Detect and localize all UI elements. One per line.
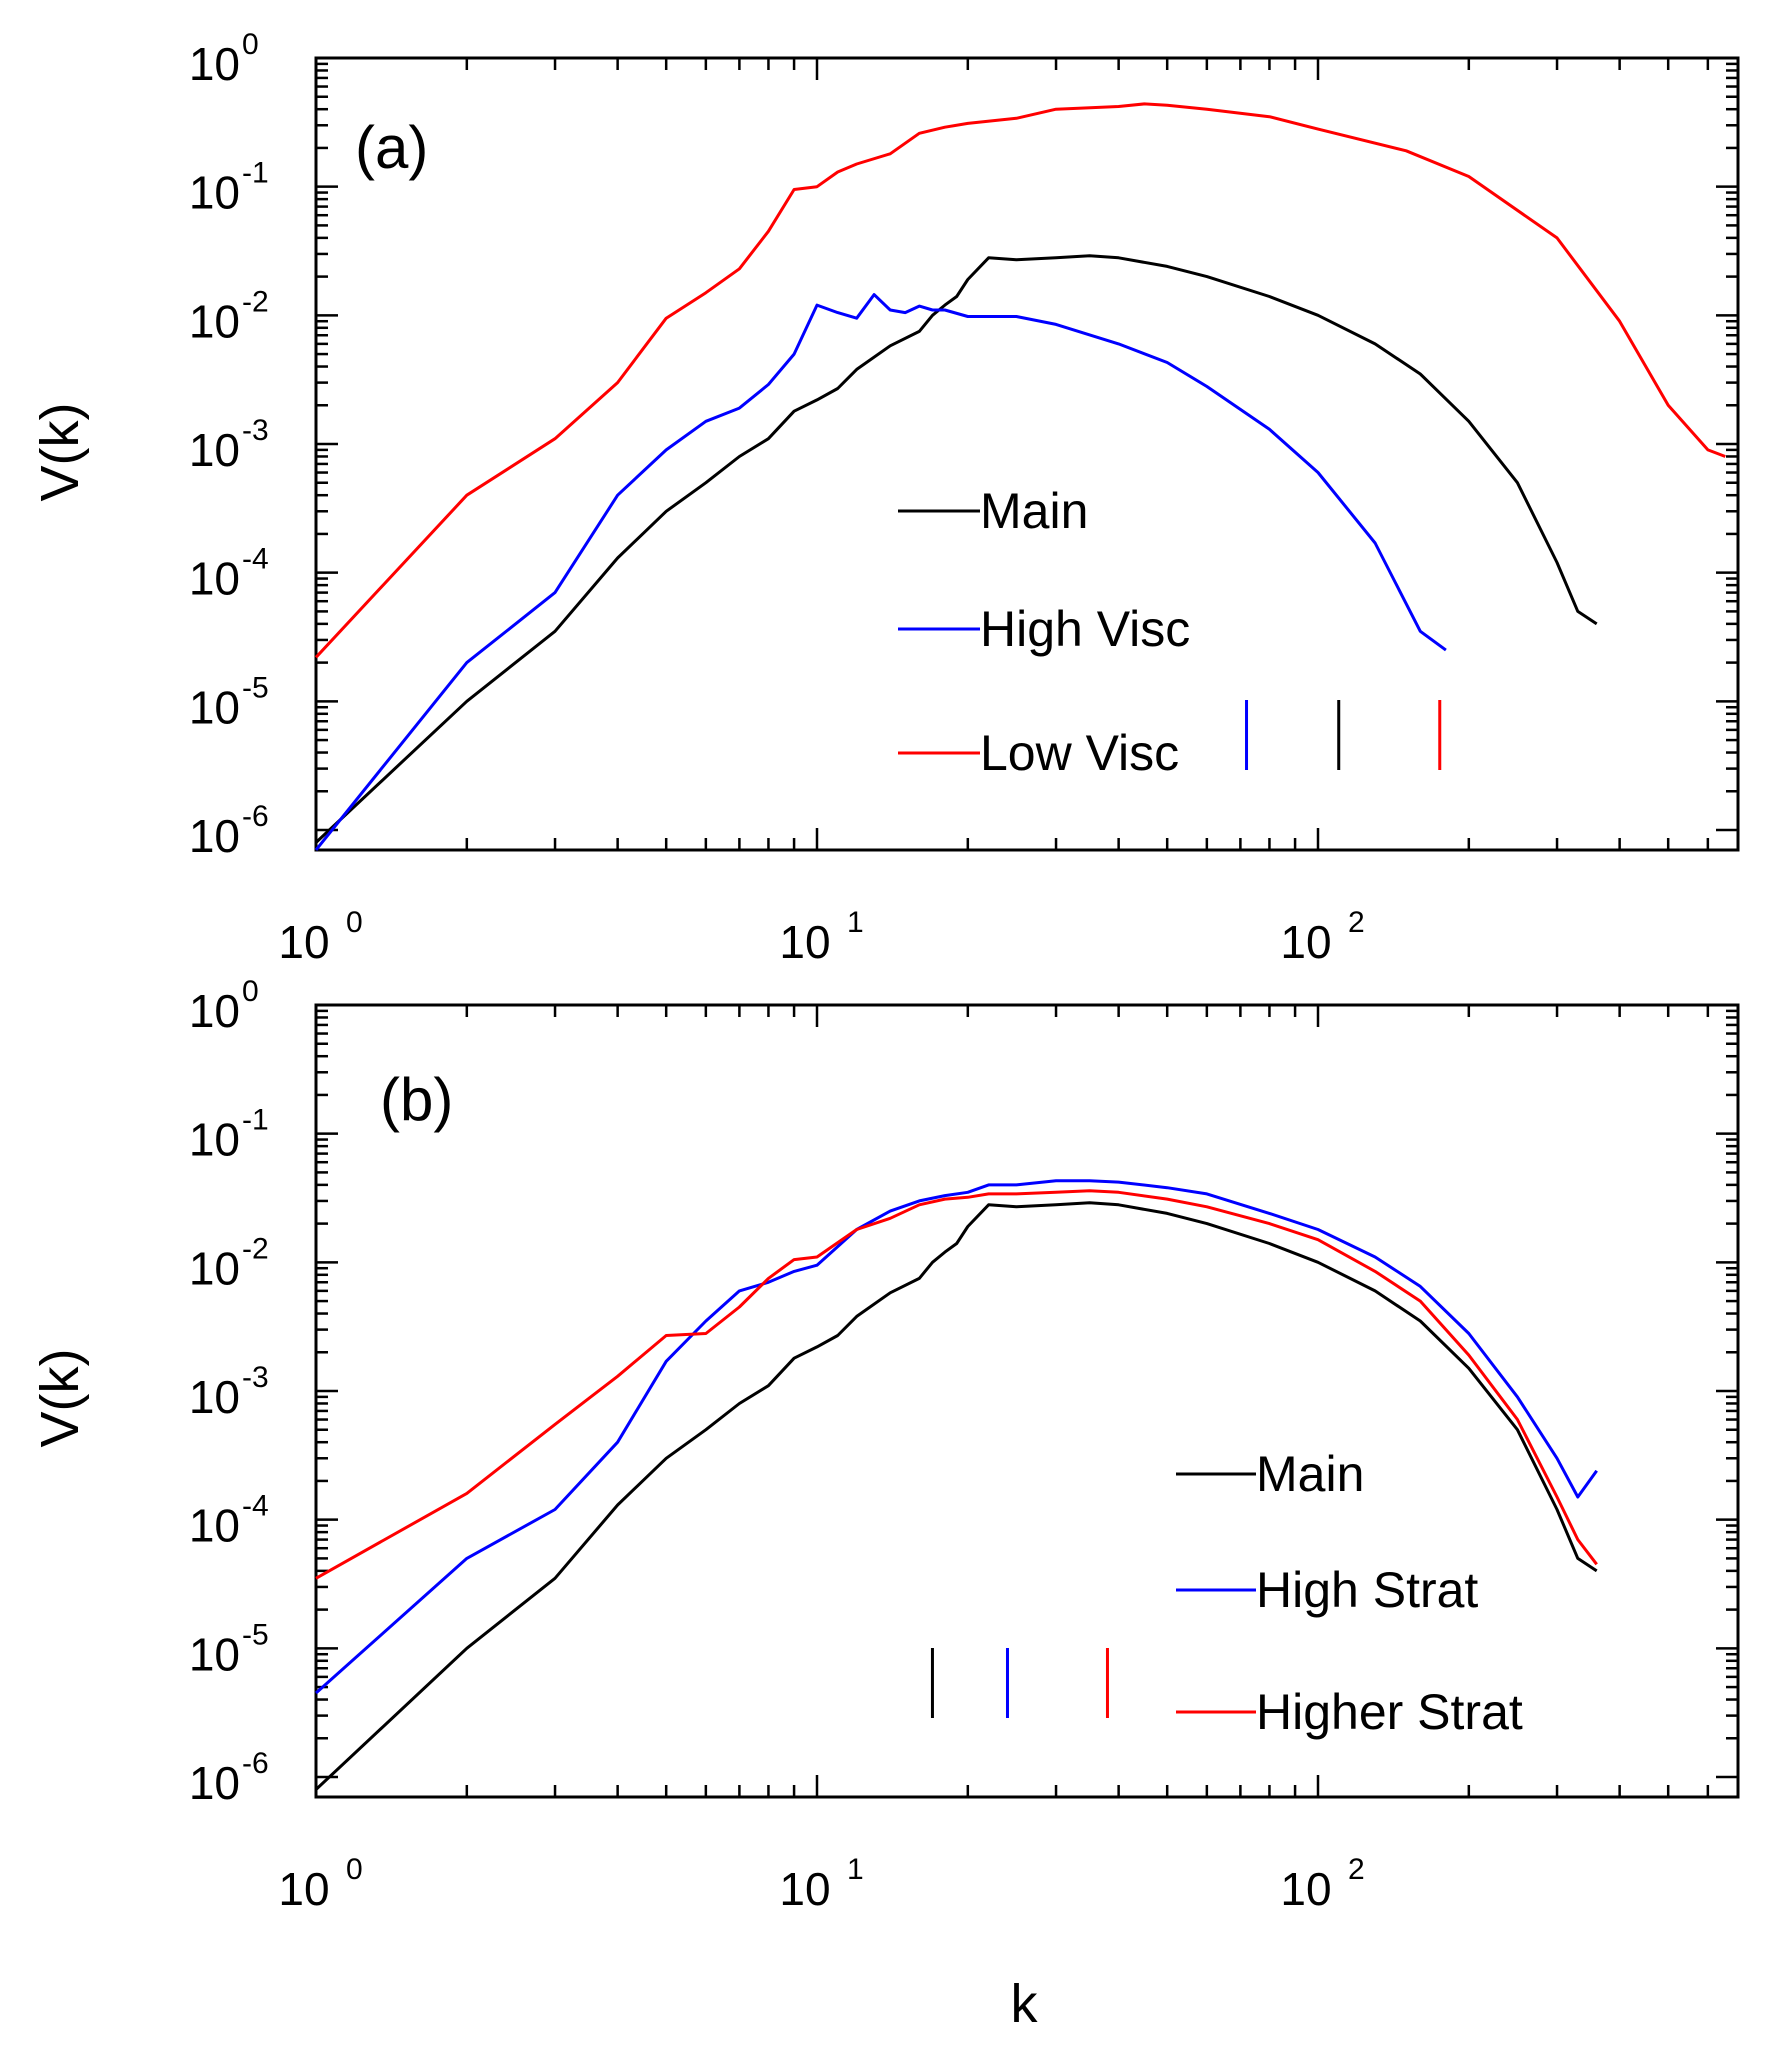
series-line-b-higher-strat (315, 1189, 1598, 1580)
panel-b-ylabel: V(k) (30, 1349, 90, 1448)
y-tick-label-a-3: 10 (189, 424, 240, 476)
legend-main-label-b: Main (1256, 1446, 1364, 1502)
y-tick-label-b-3: 10 (189, 1371, 240, 1423)
y-tick-exp-a-5: -5 (242, 671, 269, 704)
x-tick-label-a-2: 10 (1280, 916, 1331, 968)
y-tick-label-b-4: 10 (189, 1500, 240, 1552)
y-tick-exp-a-6: -6 (242, 800, 269, 833)
y-tick-exp-a-2: -2 (242, 285, 269, 318)
y-tick-exp-b-2: -2 (242, 1232, 269, 1265)
y-tick-exp-a-0: 0 (242, 28, 259, 61)
x-axis-title: k (1011, 1974, 1039, 2034)
panel-a-legend: Main High Visc Low Visc (898, 483, 1190, 781)
x-tick-label-b-1: 10 (779, 1863, 830, 1915)
series-line-a-main (314, 254, 1598, 844)
y-tick-label-a-5: 10 (189, 681, 240, 733)
legend-high-visc-label: High Visc (980, 601, 1190, 657)
y-tick-label-b-0: 10 (189, 985, 240, 1037)
y-tick-label-b-5: 10 (189, 1628, 240, 1680)
series-line-b-main (314, 1201, 1598, 1791)
legend-main-label-a: Main (980, 483, 1088, 539)
x-tick-label-b-2: 10 (1280, 1863, 1331, 1915)
y-tick-label-a-6: 10 (189, 810, 240, 862)
x-tick-exp-a-0: 0 (346, 906, 363, 939)
series-line-b-high-strat (315, 1179, 1598, 1695)
y-tick-label-b-2: 10 (189, 1242, 240, 1294)
panel-a-plot-area: 10 0 10 1 10 210 010 -110 -210 -310 -410 -510 -6 (189, 28, 1740, 968)
panel-a-ylabel: V(k) (30, 403, 90, 502)
panel-b-label: (b) (380, 1066, 453, 1133)
legend-high-strat-label: High Strat (1256, 1562, 1478, 1618)
panel-b: 10 0 10 1 10 210 010 -110 -210 -310 -410 -510 -6 (b)… (30, 975, 1740, 2034)
y-tick-exp-b-3: -3 (242, 1361, 269, 1394)
series-line-a-high-visc (314, 293, 1447, 851)
series-line-a-low-visc (314, 102, 1726, 659)
panel-a: 10 0 10 1 10 210 010 -110 -210 -310 -410 -510 -6 (a)… (30, 28, 1740, 968)
y-tick-label-a-1: 10 (189, 167, 240, 219)
plot-frame-a (314, 56, 1740, 852)
panel-b-plot-area: 10 0 10 1 10 210 010 -110 -210 -310 -410 -510 -6 (189, 975, 1740, 1915)
panel-a-label: (a) (355, 114, 428, 181)
x-tick-exp-b-0: 0 (346, 1853, 363, 1886)
y-tick-label-a-4: 10 (189, 553, 240, 605)
y-tick-exp-a-4: -4 (242, 543, 269, 576)
x-tick-label-a-1: 10 (779, 916, 830, 968)
y-tick-label-a-0: 10 (189, 38, 240, 90)
y-tick-exp-b-0: 0 (242, 975, 259, 1008)
x-tick-exp-b-2: 2 (1348, 1853, 1365, 1886)
y-tick-exp-b-6: -6 (242, 1747, 269, 1780)
y-tick-exp-b-5: -5 (242, 1618, 269, 1651)
y-tick-exp-a-1: -1 (242, 157, 269, 190)
x-tick-exp-b-1: 1 (847, 1853, 864, 1886)
x-tick-label-a-0: 10 (278, 916, 329, 968)
y-tick-label-b-1: 10 (189, 1114, 240, 1166)
y-tick-label-a-2: 10 (189, 295, 240, 347)
y-tick-label-b-6: 10 (189, 1757, 240, 1809)
legend-low-visc-label: Low Visc (980, 725, 1179, 781)
x-tick-exp-a-1: 1 (847, 906, 864, 939)
plot-frame-b (314, 1003, 1740, 1799)
y-tick-exp-b-1: -1 (242, 1104, 269, 1137)
x-tick-exp-a-2: 2 (1348, 906, 1365, 939)
y-tick-exp-b-4: -4 (242, 1490, 269, 1523)
x-tick-label-b-0: 10 (278, 1863, 329, 1915)
legend-higher-strat-label: Higher Strat (1256, 1684, 1523, 1740)
y-tick-exp-a-3: -3 (242, 414, 269, 447)
panel-b-legend: Main High Strat Higher Strat (1176, 1446, 1523, 1740)
